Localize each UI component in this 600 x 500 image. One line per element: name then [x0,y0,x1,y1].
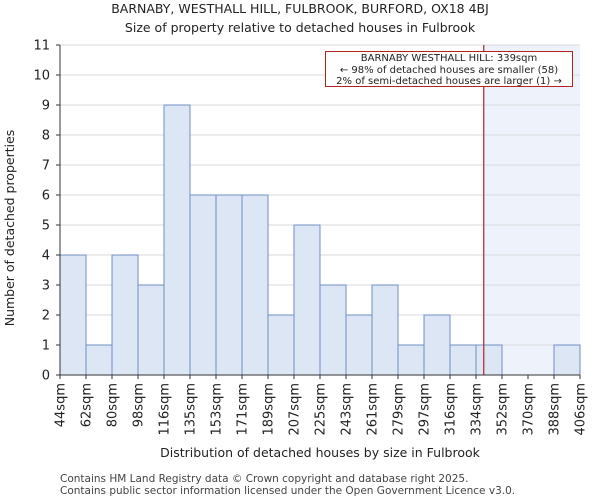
y-tick-label: 9 [42,99,50,114]
x-tick-label: 279sqm [392,383,407,436]
x-axis-label: Distribution of detached houses by size … [160,445,481,460]
annotation-box: BARNABY WESTHALL HILL: 339sqm ← 98% of d… [325,51,573,87]
x-tick-label: 388sqm [548,383,563,436]
bar-13 [397,344,425,376]
bar-8 [267,314,295,376]
chart-title-line1: BARNABY, WESTHALL HILL, FULBROOK, BURFOR… [111,1,489,16]
bar-14 [423,314,451,376]
x-tick-label: 261sqm [366,383,381,436]
x-tick-label: 406sqm [574,383,589,436]
y-tick-label: 7 [42,159,50,174]
bar-0 [59,254,87,376]
y-tick-label: 10 [33,69,50,84]
bar-19 [553,344,581,376]
x-tick-label: 297sqm [418,383,433,436]
x-tick-label: 80sqm [106,383,121,427]
y-tick-label: 3 [42,279,50,294]
bar-4 [163,104,191,376]
bar-10 [319,284,347,376]
footer-line1: Contains HM Land Registry data © Crown c… [60,473,469,485]
y-tick-label: 8 [42,129,50,144]
footer-line2: Contains public sector information licen… [60,485,516,497]
x-tick-label: 225sqm [314,383,329,436]
x-tick-label: 370sqm [522,383,537,436]
bar-12 [371,284,399,376]
x-tick-label: 153sqm [210,383,225,436]
x-tick-label: 98sqm [132,383,147,427]
y-tick-label: 4 [42,249,50,264]
x-tick-label: 62sqm [80,383,95,427]
y-tick-label: 0 [42,369,50,384]
x-tick-label: 207sqm [288,383,303,436]
y-axis-label: Number of detached properties [2,130,17,327]
bar-5 [189,194,217,376]
annotation-line2: ← 98% of detached houses are smaller (58… [339,64,559,76]
bar-7 [241,194,269,376]
bar-11 [345,314,373,376]
annotation-line1: BARNABY WESTHALL HILL: 339sqm [360,53,538,64]
bar-3 [137,284,165,376]
bar-2 [111,254,139,376]
x-tick-label: 189sqm [262,383,277,436]
bar-15 [449,344,477,376]
chart-title-line2: Size of property relative to detached ho… [124,20,476,35]
x-tick-label: 135sqm [184,383,199,436]
x-tick-label: 44sqm [54,383,69,427]
bar-9 [293,224,321,376]
y-tick-label: 11 [33,39,50,54]
x-tick-label: 116sqm [158,383,173,436]
x-tick-label: 352sqm [496,383,511,436]
x-tick-label: 243sqm [340,383,355,436]
x-tick-label: 334sqm [470,383,485,436]
x-tick-label: 316sqm [444,383,459,436]
y-tick-label: 1 [42,339,50,354]
y-tick-label: 5 [42,219,50,234]
bar-1 [85,344,113,376]
x-tick-label: 171sqm [236,383,251,436]
annotation-line3: 2% of semi-detached houses are larger (1… [336,76,562,87]
bar-16 [475,344,503,376]
bar-6 [215,194,243,376]
y-tick-label: 2 [42,309,50,324]
y-tick-label: 6 [42,189,50,204]
highlight-region [483,45,580,375]
